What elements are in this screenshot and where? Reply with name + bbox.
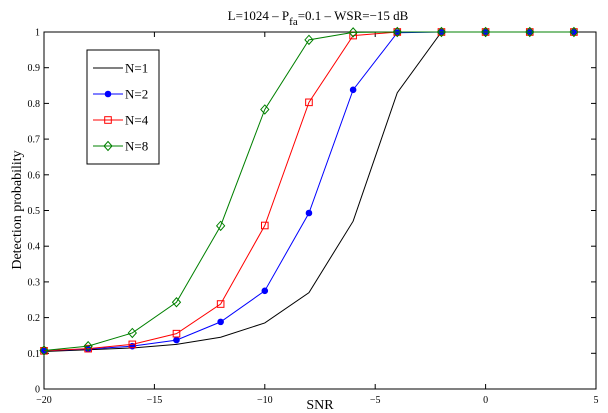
y-tick-label: 0.6 bbox=[28, 170, 41, 181]
legend-label: N=1 bbox=[125, 61, 148, 76]
y-axis: 0 0.1 0.2 0.3 0.4 0.5 0.6 0.7 0.8 0.9 1 bbox=[28, 28, 596, 396]
marker-square bbox=[216, 300, 225, 308]
marker-square bbox=[172, 329, 181, 338]
marker-diamond bbox=[392, 26, 402, 38]
marker-square bbox=[128, 340, 137, 349]
y-tick-label: 0.5 bbox=[28, 206, 41, 217]
y-tick-label: 0.4 bbox=[28, 242, 41, 253]
marker-diamond bbox=[304, 34, 314, 46]
series-line bbox=[43, 31, 574, 351]
legend-item: N=1 bbox=[93, 61, 148, 76]
y-tick-label: 0.3 bbox=[28, 277, 41, 288]
y-tick-label: 0.8 bbox=[28, 99, 41, 110]
marker-diamond bbox=[103, 140, 113, 152]
marker-square bbox=[261, 221, 269, 230]
y-tick-label: 0.1 bbox=[28, 349, 41, 360]
legend-label: N=4 bbox=[125, 113, 149, 128]
legend-label: N=8 bbox=[125, 139, 148, 154]
marker-dot bbox=[217, 318, 224, 326]
x-axis-title: SNR bbox=[306, 398, 334, 413]
marker-diamond bbox=[260, 104, 270, 115]
legend-item: N=4 bbox=[93, 113, 149, 128]
x-tick-label: 5 bbox=[594, 395, 599, 406]
y-axis-title: Detection probability bbox=[10, 150, 25, 269]
marker-diamond bbox=[215, 220, 226, 232]
marker-dot bbox=[104, 90, 112, 98]
marker-diamond bbox=[39, 345, 49, 356]
y-tick-label: 0 bbox=[35, 385, 40, 396]
series-n-8 bbox=[39, 26, 579, 356]
marker-diamond bbox=[569, 26, 579, 38]
marker-diamond bbox=[171, 296, 182, 308]
chart-title-subscript: fa bbox=[289, 16, 298, 28]
x-tick-label: −10 bbox=[257, 395, 273, 406]
y-tick-label: 0.9 bbox=[28, 63, 41, 74]
legend-item: N=2 bbox=[93, 87, 148, 102]
marker-diamond bbox=[127, 327, 137, 339]
marker-diamond bbox=[348, 27, 358, 38]
marker-diamond bbox=[525, 26, 535, 38]
x-tick-label: −5 bbox=[370, 395, 381, 406]
marker-square bbox=[305, 98, 313, 107]
legend-box bbox=[86, 49, 160, 165]
legend-item: N=8 bbox=[93, 139, 148, 154]
marker-dot bbox=[305, 209, 313, 217]
x-tick-label: −15 bbox=[147, 395, 163, 406]
x-tick-label: −20 bbox=[36, 395, 52, 406]
chart-title-prefix: L=1024 – P bbox=[228, 8, 290, 23]
chart-title: L=1024 – Pfa=0.1 – WSR=−15 dB bbox=[228, 8, 409, 28]
marker-diamond bbox=[436, 26, 447, 38]
x-tick-label: 0 bbox=[483, 395, 488, 406]
marker-dot bbox=[349, 86, 357, 94]
legend-label: N=2 bbox=[125, 87, 148, 102]
marker-square bbox=[84, 344, 92, 353]
marker-dot bbox=[173, 336, 180, 344]
marker-diamond bbox=[480, 26, 491, 38]
series-layer bbox=[39, 26, 579, 356]
y-tick-label: 0.2 bbox=[28, 313, 41, 324]
marker-square bbox=[104, 116, 112, 124]
marker-dot bbox=[261, 287, 269, 295]
y-tick-label: 0.7 bbox=[28, 135, 41, 146]
x-axis: −20 −15 −10 −5 0 5 bbox=[36, 32, 599, 406]
legend: N=1 N=2 N=4 N=8 bbox=[86, 49, 160, 165]
y-tick-label: 1 bbox=[35, 28, 40, 39]
marker-diamond bbox=[83, 340, 93, 352]
chart-title-suffix: =0.1 – WSR=−15 dB bbox=[298, 8, 409, 23]
